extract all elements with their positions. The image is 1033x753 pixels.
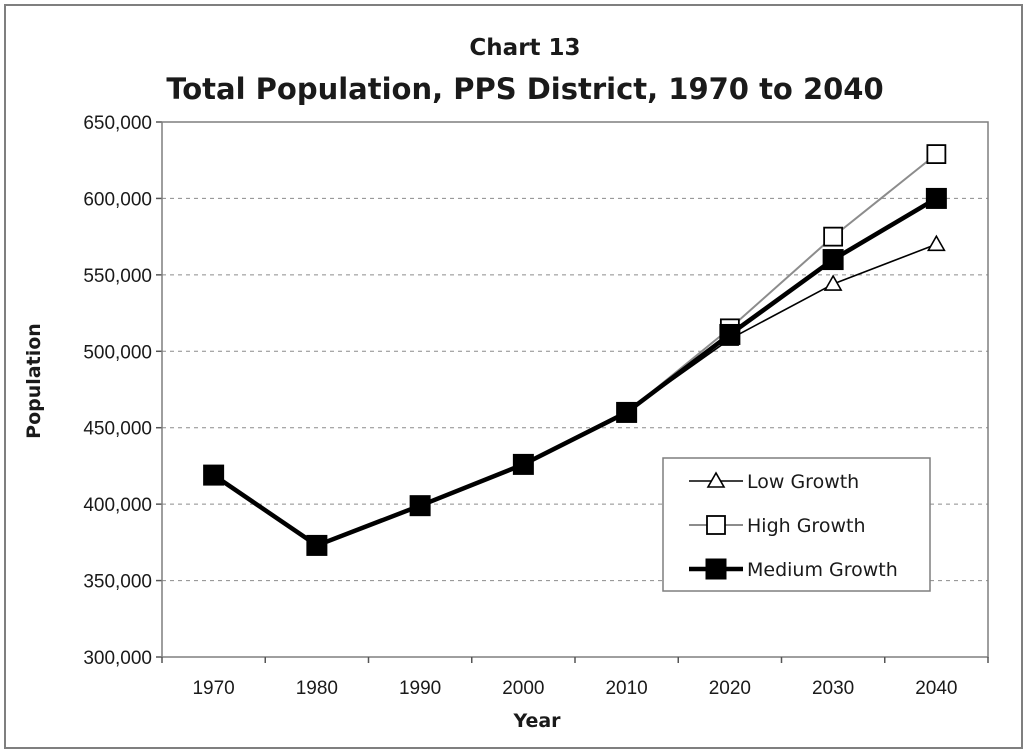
data-point-medium-growth <box>306 534 328 556</box>
y-tick-label: 600,000 <box>83 189 152 210</box>
legend-label: Low Growth <box>747 471 859 493</box>
legend-item-low-growth: Low Growth <box>689 471 859 493</box>
chart-title: Chart 13 <box>469 35 580 61</box>
data-point-medium-growth <box>925 187 947 209</box>
y-tick-label: 550,000 <box>83 266 152 287</box>
data-point-medium-growth <box>719 323 741 345</box>
data-point-high-growth <box>926 144 947 165</box>
x-axis-label: Year <box>512 710 561 732</box>
data-point-medium-growth <box>203 464 225 486</box>
legend-label: High Growth <box>747 515 865 537</box>
legend-marker <box>706 515 726 535</box>
x-tick-label: 2030 <box>812 678 854 699</box>
x-tick-label: 2010 <box>605 678 647 699</box>
series-line-medium-growth <box>212 196 938 548</box>
data-point-high-growth <box>823 226 844 247</box>
legend-item-medium-growth: Medium Growth <box>689 558 898 581</box>
series-low-growth <box>617 234 946 420</box>
x-tick-label: 1990 <box>399 678 441 699</box>
series-medium-growth <box>203 187 947 556</box>
chart-frame <box>4 4 1023 749</box>
chart-subtitle: Total Population, PPS District, 1970 to … <box>166 72 883 106</box>
legend-marker <box>706 471 726 488</box>
axes <box>156 121 989 663</box>
legend-marker <box>705 558 727 580</box>
y-tick-label: 300,000 <box>83 648 152 669</box>
data-point-medium-growth <box>616 401 638 423</box>
x-tick-label: 2000 <box>502 678 544 699</box>
legend: Low Growth High Growth Medium Growth <box>662 457 931 592</box>
y-tick-label: 500,000 <box>83 342 152 363</box>
data-point-medium-growth <box>512 453 534 475</box>
data-point-low-growth <box>823 274 843 291</box>
y-tick-labels: 300,000 350,000 400,000 450,000 500,000 550,0… <box>83 113 152 669</box>
x-tick-label: 1980 <box>296 678 338 699</box>
x-tick-label: 2040 <box>915 678 957 699</box>
data-point-medium-growth <box>409 495 431 517</box>
y-tick-label: 650,000 <box>83 113 152 134</box>
series-line-low-growth <box>626 243 937 414</box>
y-tick-label: 400,000 <box>83 495 152 516</box>
legend-item-high-growth: High Growth <box>689 515 865 537</box>
y-axis-label: Population <box>23 323 45 439</box>
x-tick-label: 2020 <box>709 678 751 699</box>
legend-label: Medium Growth <box>747 559 898 581</box>
data-point-low-growth <box>926 234 946 252</box>
series <box>203 144 947 556</box>
x-tick-labels: 1970 1980 1990 2000 2010 2020 2030 2040 <box>192 678 957 699</box>
data-point-medium-growth <box>822 249 844 271</box>
y-tick-label: 450,000 <box>83 419 152 440</box>
y-tick-label: 350,000 <box>83 572 152 593</box>
series-line-high-growth <box>625 153 937 414</box>
x-tick-label: 1970 <box>192 678 234 699</box>
